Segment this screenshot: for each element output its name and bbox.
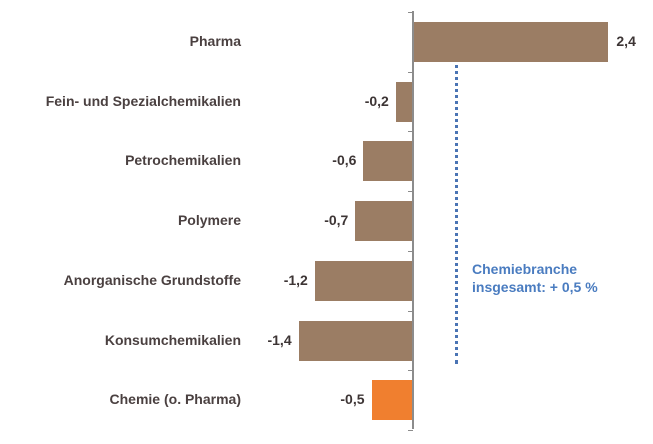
axis-tick	[408, 310, 413, 312]
category-label: Fein- und Spezialchemikalien	[45, 92, 241, 109]
category-label: Pharma	[189, 33, 241, 49]
value-label: -1,2	[283, 271, 308, 288]
value-label: -0,2	[364, 92, 389, 109]
axis-tick	[408, 429, 413, 431]
zero-axis	[412, 11, 414, 429]
axis-tick	[408, 131, 413, 133]
axis-tick	[408, 191, 413, 193]
bar	[363, 141, 412, 182]
axis-tick	[408, 12, 413, 13]
category-label: Konsumchemikalien	[104, 331, 241, 348]
value-label: -0,5	[340, 391, 365, 408]
bar	[314, 260, 412, 301]
axis-tick	[408, 250, 413, 252]
bar	[371, 380, 412, 421]
value-label: -0,6	[332, 152, 357, 169]
reference-line-total	[455, 22, 458, 364]
reference-annotation: Chemiebranche insgesamt: + 0,5 %	[472, 260, 598, 296]
value-label: -0,7	[324, 212, 349, 229]
bar	[414, 22, 609, 62]
annotation-line1: Chemiebranche	[472, 261, 578, 277]
category-label: Anorganische Grundstoffe	[63, 271, 241, 288]
value-label: -1,4	[267, 331, 292, 348]
bar	[395, 81, 412, 122]
value-label: 2,4	[616, 33, 636, 49]
bar	[298, 320, 412, 361]
annotation-line2: insgesamt: + 0,5 %	[472, 279, 598, 295]
category-label: Petrochemikalien	[125, 152, 241, 169]
axis-tick	[408, 71, 413, 73]
category-label: Chemie (o. Pharma)	[109, 391, 241, 408]
category-label: Polymere	[177, 212, 241, 229]
bar	[355, 201, 412, 242]
axis-tick	[408, 370, 413, 372]
